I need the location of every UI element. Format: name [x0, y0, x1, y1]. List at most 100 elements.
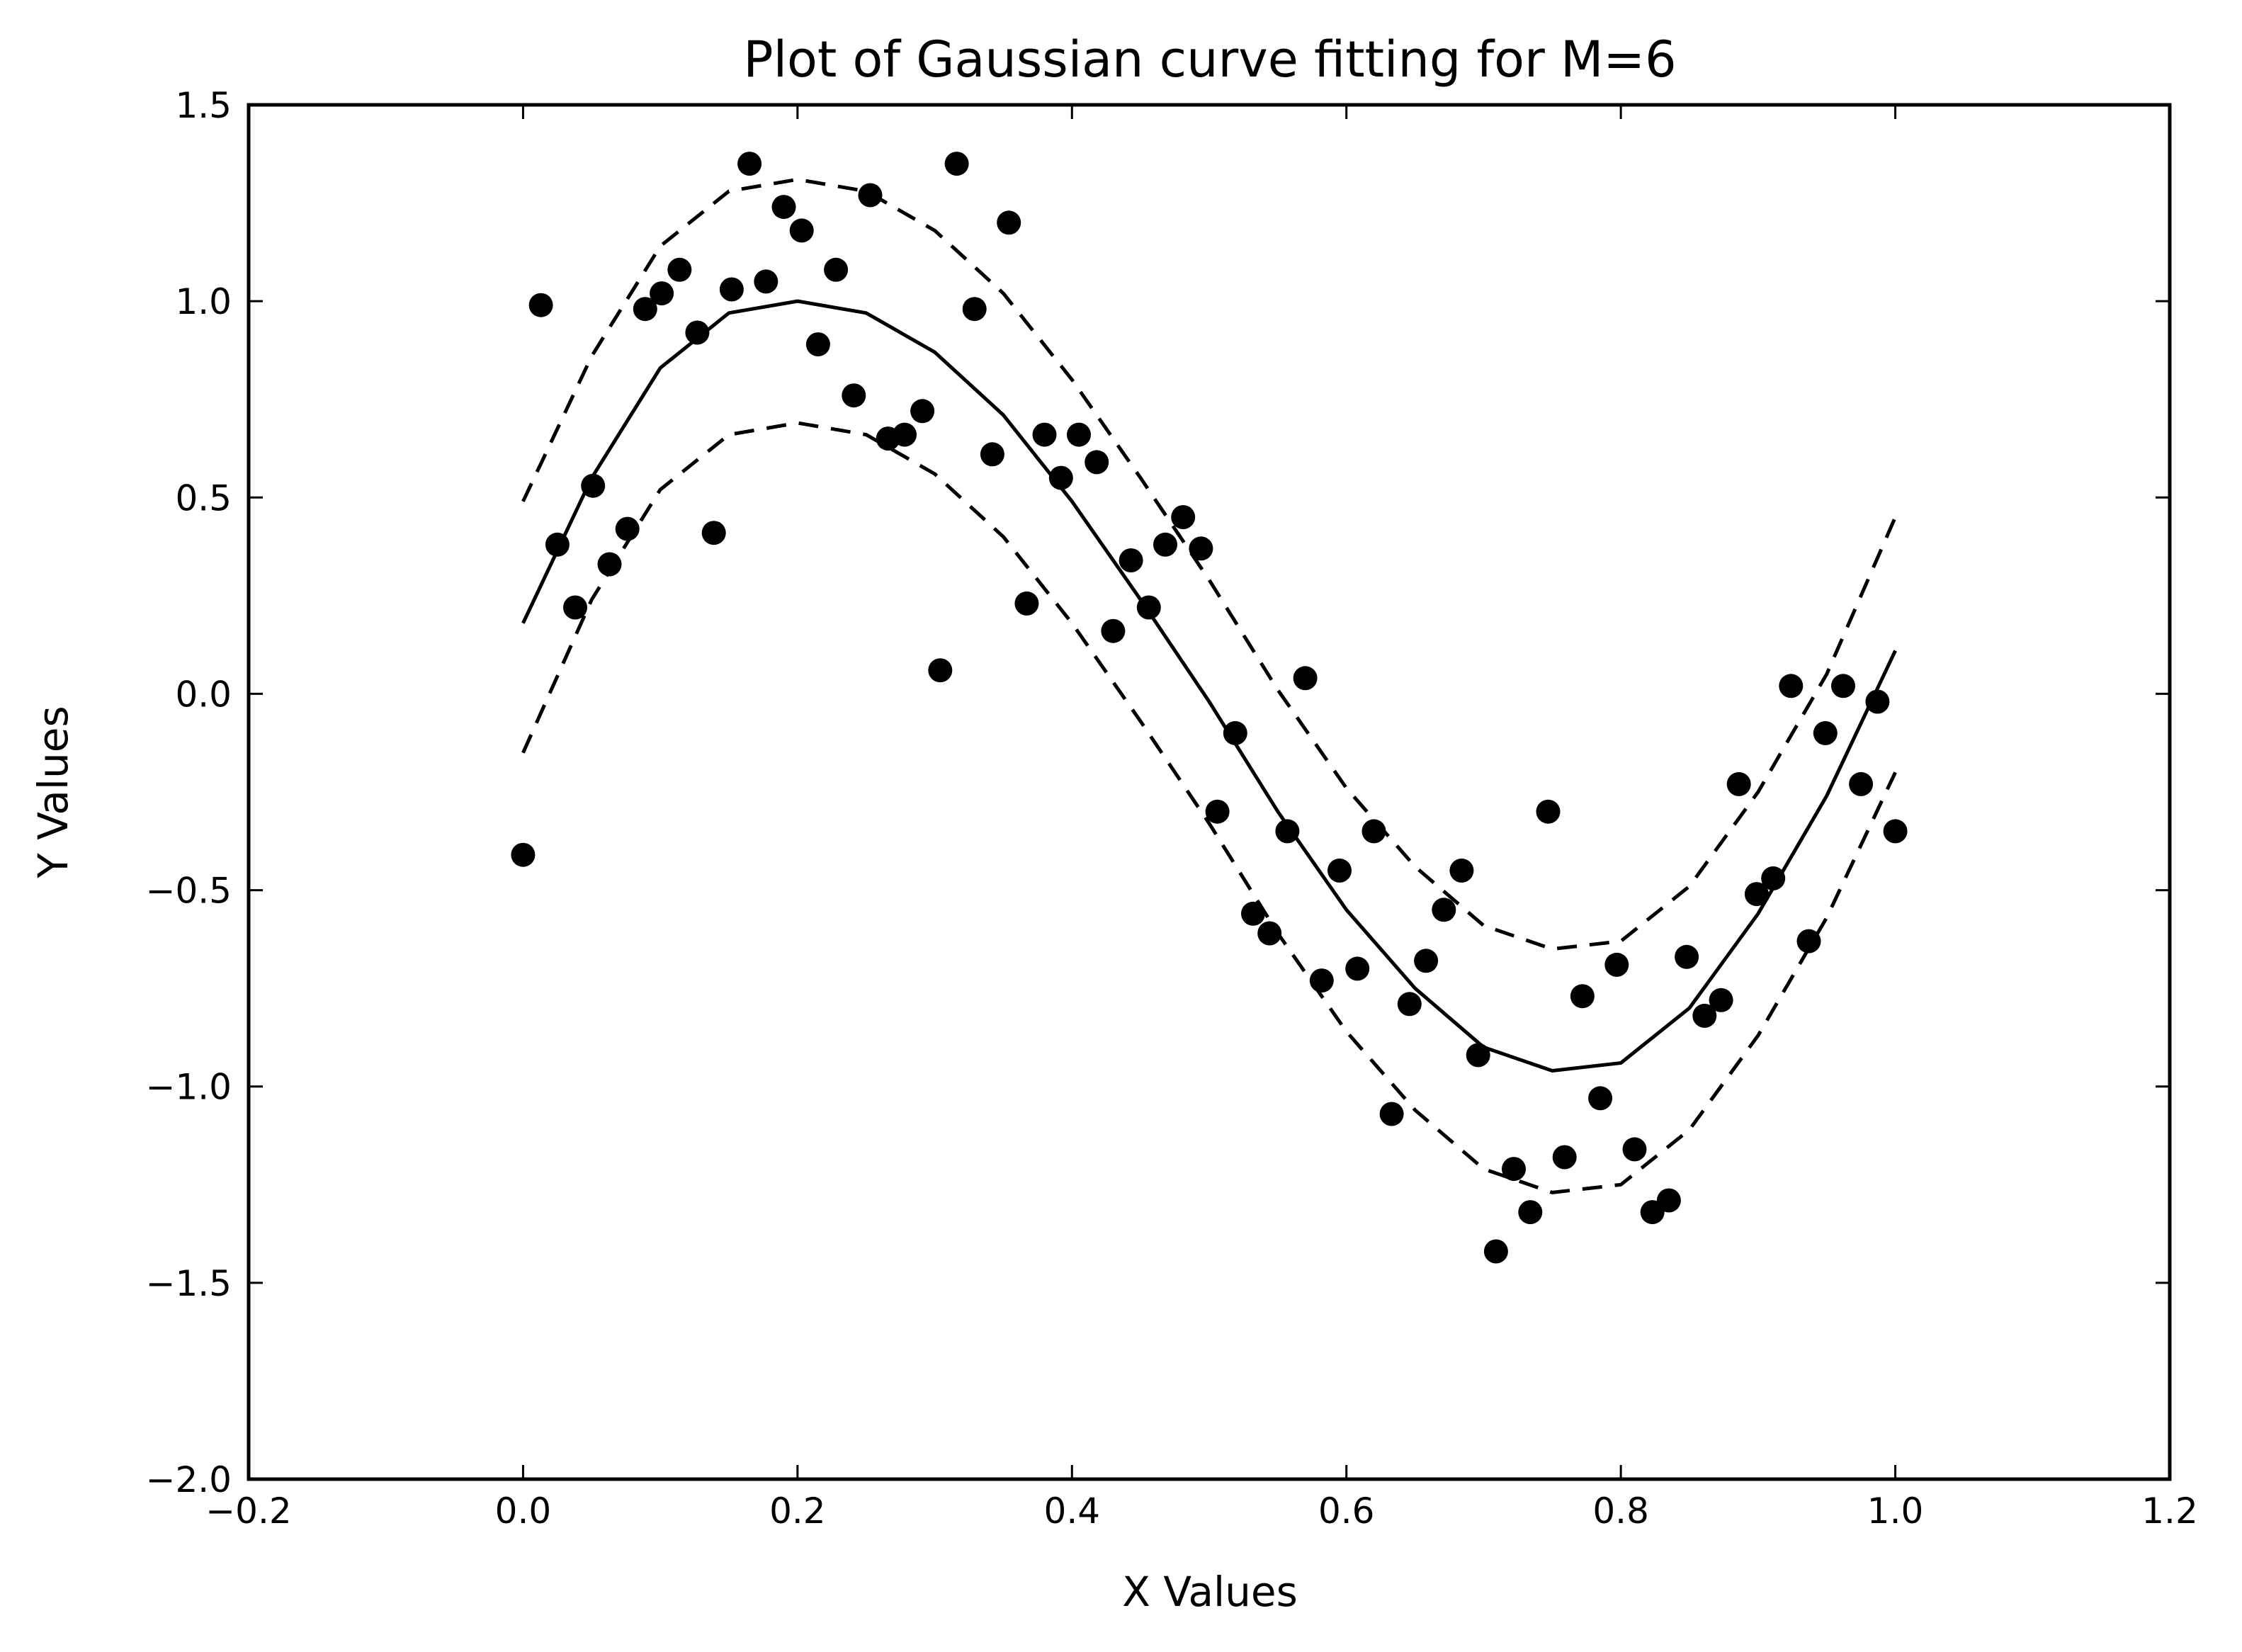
data-point	[528, 293, 553, 317]
data-point	[1796, 929, 1821, 954]
data-point	[1223, 720, 1247, 745]
data-point	[1048, 465, 1073, 490]
x-axis-label: X Values	[1122, 1568, 1298, 1616]
data-point	[1466, 1043, 1490, 1068]
data-point	[667, 257, 692, 282]
data-point	[1604, 952, 1629, 977]
data-point	[1309, 968, 1334, 993]
data-point	[1588, 1086, 1613, 1111]
data-point	[1085, 450, 1109, 475]
data-point	[1136, 595, 1161, 620]
data-point	[842, 383, 866, 408]
x-tick-label: 0.2	[769, 1490, 826, 1532]
data-point	[1761, 866, 1786, 890]
data-point	[1432, 898, 1456, 922]
data-point	[997, 210, 1021, 235]
data-point	[1675, 944, 1699, 969]
data-point	[1744, 882, 1769, 907]
data-point	[944, 152, 969, 176]
data-point	[1189, 536, 1213, 561]
data-point	[754, 269, 779, 294]
data-point	[1153, 532, 1177, 557]
data-point	[1032, 422, 1057, 447]
data-point	[1275, 819, 1300, 844]
data-point	[1622, 1137, 1647, 1162]
lower-bound-dashed-line	[521, 421, 1897, 1194]
data-point	[1119, 548, 1143, 572]
data-point	[1293, 666, 1318, 691]
data-point	[1414, 949, 1439, 973]
data-point	[1656, 1188, 1681, 1213]
chart-title: Plot of Gaussian curve fitting for M=6	[743, 30, 1676, 89]
data-point	[701, 521, 726, 545]
data-point	[1379, 1102, 1404, 1126]
data-point	[962, 297, 987, 322]
data-point	[1570, 984, 1595, 1009]
data-point	[1502, 1157, 1526, 1182]
data-point	[1883, 819, 1908, 844]
upper-bound-dashed-line	[521, 177, 1897, 951]
data-point	[1813, 720, 1838, 745]
x-tick-label: 0.4	[1044, 1490, 1101, 1532]
y-tick-label: −1.5	[146, 1263, 232, 1304]
data-point	[1241, 901, 1265, 926]
data-point	[1536, 799, 1561, 824]
data-point	[910, 399, 935, 424]
data-point	[633, 297, 657, 322]
x-tick-label: 1.2	[2141, 1490, 2198, 1532]
data-point	[1205, 799, 1230, 824]
data-point	[1483, 1239, 1508, 1264]
data-point	[1171, 505, 1196, 529]
data-point	[1849, 771, 1874, 796]
data-point	[928, 658, 953, 683]
data-point	[824, 257, 849, 282]
data-point	[1345, 956, 1370, 981]
y-tick-label: −0.5	[146, 871, 232, 912]
y-tick-label: −1.0	[146, 1067, 232, 1108]
data-point	[581, 473, 606, 498]
data-point	[545, 532, 570, 557]
data-point	[719, 277, 744, 302]
axis-ticks: −0.2 0.0 0.2 0.4 0.6 0.8 1.0 1.2 −2.0 −1.5 −1.0 −0.…	[146, 85, 2198, 1532]
data-point	[1709, 988, 1733, 1012]
x-tick-label: 1.0	[1867, 1490, 1924, 1532]
data-point	[1067, 422, 1091, 447]
data-point	[563, 595, 587, 620]
data-point	[1449, 858, 1474, 883]
data-point	[1831, 674, 1855, 698]
axes-frame	[247, 103, 2172, 1481]
data-point	[597, 552, 622, 577]
x-tick-label: 0.6	[1318, 1490, 1375, 1532]
data-point	[893, 422, 917, 447]
y-tick-label: 0.0	[175, 674, 232, 715]
data-point	[1361, 819, 1386, 844]
x-tick-label: −0.2	[205, 1490, 291, 1532]
fit-curve-line	[521, 299, 1897, 1073]
y-tick-label: −2.0	[146, 1459, 232, 1500]
data-point	[1101, 618, 1126, 643]
data-point	[1779, 674, 1804, 698]
plot-area	[511, 152, 1908, 1264]
x-tick-label: 0.8	[1592, 1490, 1649, 1532]
data-point	[1518, 1200, 1543, 1225]
y-tick-label: 0.5	[175, 477, 232, 519]
data-point	[805, 332, 830, 357]
data-point	[789, 218, 814, 243]
y-axis-label: Y Values	[29, 706, 77, 878]
y-tick-label: 1.0	[175, 281, 232, 322]
y-tick-label: 1.5	[175, 85, 232, 126]
data-point	[685, 320, 710, 345]
data-point	[615, 516, 640, 541]
data-point	[980, 442, 1004, 467]
data-point	[1257, 921, 1282, 946]
data-point	[1014, 591, 1039, 616]
data-point	[1327, 858, 1352, 883]
data-point	[771, 195, 796, 220]
data-point	[511, 842, 536, 867]
data-point	[1692, 1003, 1717, 1028]
x-tick-label: 0.0	[495, 1490, 552, 1532]
data-point	[1552, 1145, 1577, 1170]
data-point	[650, 281, 674, 306]
